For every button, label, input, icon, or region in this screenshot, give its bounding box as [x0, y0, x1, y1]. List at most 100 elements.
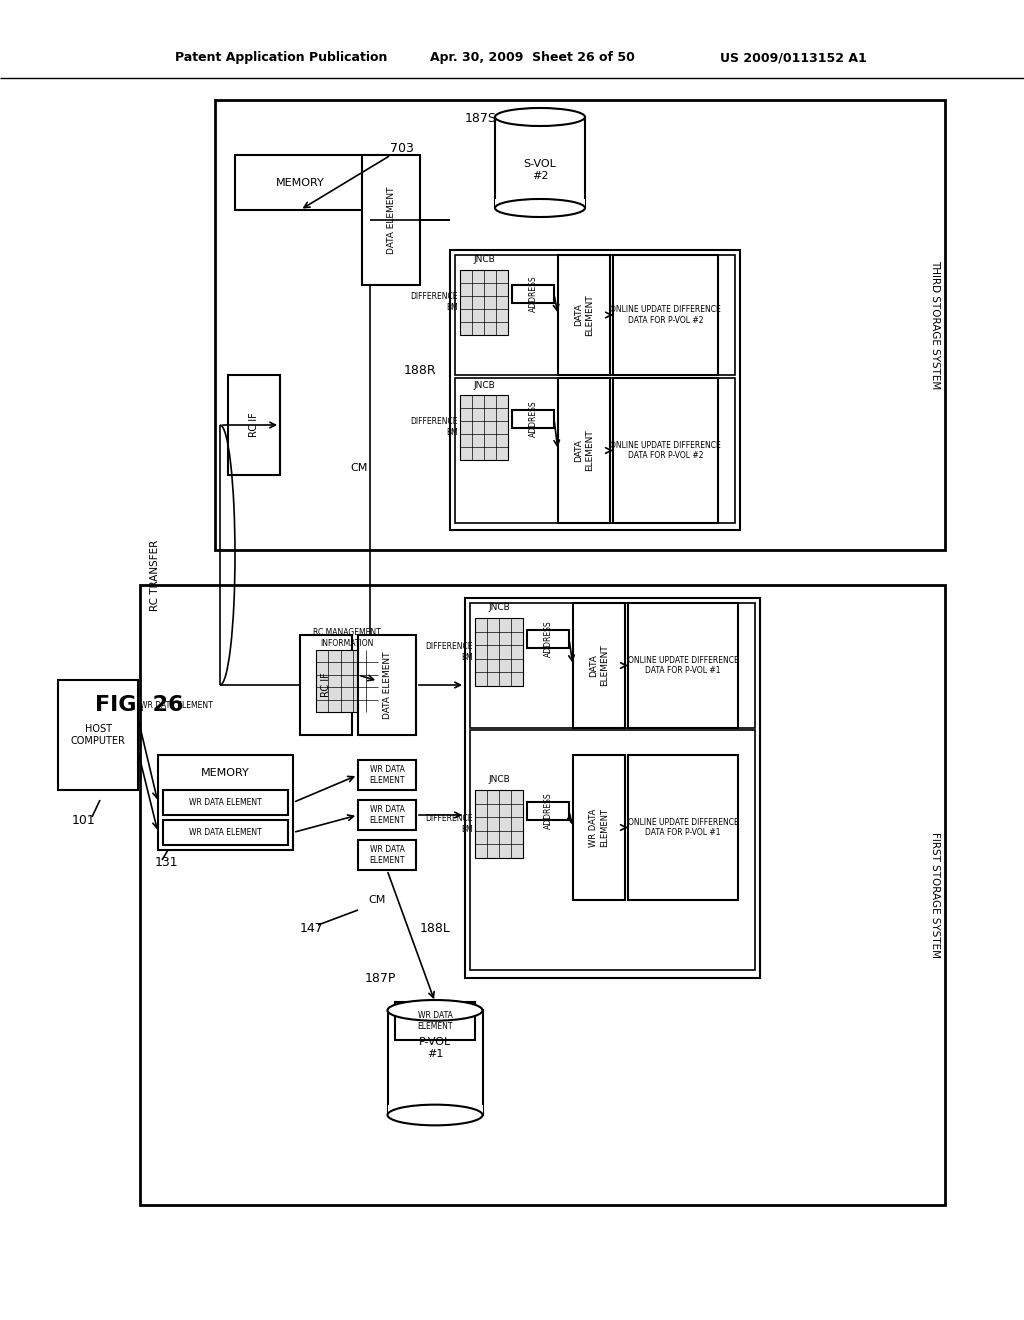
- Bar: [470, 730, 755, 970]
- Text: JNCB: JNCB: [488, 603, 510, 612]
- Bar: [460, 271, 508, 335]
- Bar: [215, 100, 945, 550]
- Bar: [628, 755, 738, 900]
- Bar: [558, 255, 610, 375]
- Text: WR DATA
ELEMENT: WR DATA ELEMENT: [370, 766, 404, 784]
- Text: ADDRESS: ADDRESS: [528, 401, 538, 437]
- Bar: [358, 635, 416, 735]
- Text: FIG. 26: FIG. 26: [95, 696, 183, 715]
- Ellipse shape: [495, 108, 585, 125]
- Bar: [512, 285, 554, 304]
- Bar: [512, 411, 554, 428]
- Text: 188R: 188R: [404, 363, 436, 376]
- Bar: [358, 760, 416, 789]
- Bar: [358, 840, 416, 870]
- Text: DATA ELEMENT: DATA ELEMENT: [383, 651, 391, 719]
- Text: WR DATA
ELEMENT: WR DATA ELEMENT: [417, 1011, 453, 1031]
- Text: RC IF: RC IF: [321, 673, 331, 697]
- Text: DIFFERENCE
BM: DIFFERENCE BM: [411, 417, 458, 437]
- Bar: [475, 618, 523, 686]
- Text: FIRST STORAGE SYSTEM: FIRST STORAGE SYSTEM: [930, 832, 940, 958]
- Bar: [628, 603, 738, 729]
- Bar: [495, 199, 585, 209]
- Text: DIFFERENCE
BM: DIFFERENCE BM: [426, 814, 473, 834]
- Text: RC TRANSFER: RC TRANSFER: [150, 540, 160, 611]
- Bar: [527, 803, 569, 820]
- Bar: [573, 603, 625, 729]
- Text: 187P: 187P: [365, 972, 396, 985]
- Bar: [455, 255, 735, 375]
- Text: JNCB: JNCB: [488, 776, 510, 784]
- Text: DATA
ELEMENT: DATA ELEMENT: [574, 294, 594, 335]
- Bar: [362, 154, 420, 285]
- Bar: [573, 755, 625, 900]
- Text: RC IF: RC IF: [249, 413, 259, 437]
- Text: ADDRESS: ADDRESS: [544, 620, 553, 657]
- Text: 188L: 188L: [420, 921, 451, 935]
- Bar: [58, 680, 138, 789]
- Text: 131: 131: [155, 857, 178, 870]
- Text: Patent Application Publication: Patent Application Publication: [175, 51, 387, 65]
- Text: ONLINE UPDATE DIFFERENCE
DATA FOR P-VOL #2: ONLINE UPDATE DIFFERENCE DATA FOR P-VOL …: [610, 305, 721, 325]
- Bar: [475, 789, 523, 858]
- Text: THIRD STORAGE SYSTEM: THIRD STORAGE SYSTEM: [930, 260, 940, 389]
- Text: DIFFERENCE
BM: DIFFERENCE BM: [426, 643, 473, 661]
- Bar: [158, 755, 293, 850]
- Bar: [387, 1105, 482, 1115]
- Text: CM: CM: [368, 895, 385, 906]
- Text: 147: 147: [300, 921, 324, 935]
- Bar: [613, 378, 718, 523]
- Text: WR DATA ELEMENT: WR DATA ELEMENT: [189, 799, 262, 807]
- Text: US 2009/0113152 A1: US 2009/0113152 A1: [720, 51, 866, 65]
- Text: ONLINE UPDATE DIFFERENCE
DATA FOR P-VOL #1: ONLINE UPDATE DIFFERENCE DATA FOR P-VOL …: [628, 818, 738, 837]
- Bar: [527, 630, 569, 648]
- Text: ONLINE UPDATE DIFFERENCE
DATA FOR P-VOL #1: ONLINE UPDATE DIFFERENCE DATA FOR P-VOL …: [628, 656, 738, 676]
- Bar: [234, 154, 365, 210]
- Text: DATA
ELEMENT: DATA ELEMENT: [589, 644, 608, 686]
- Text: ONLINE UPDATE DIFFERENCE
DATA FOR P-VOL #2: ONLINE UPDATE DIFFERENCE DATA FOR P-VOL …: [610, 441, 721, 461]
- Bar: [316, 649, 378, 711]
- Text: WR DATA ELEMENT: WR DATA ELEMENT: [189, 828, 262, 837]
- Text: WR DATA
ELEMENT: WR DATA ELEMENT: [370, 805, 404, 825]
- Text: 101: 101: [72, 813, 96, 826]
- Bar: [387, 1010, 482, 1115]
- Text: DIFFERENCE
BM: DIFFERENCE BM: [411, 292, 458, 312]
- Text: 187S: 187S: [465, 111, 497, 124]
- Text: MEMORY: MEMORY: [201, 768, 250, 777]
- Ellipse shape: [387, 1001, 482, 1020]
- Bar: [450, 249, 740, 531]
- Bar: [455, 378, 735, 523]
- Text: WR DATA ELEMENT: WR DATA ELEMENT: [140, 701, 213, 710]
- Bar: [495, 117, 585, 209]
- Text: P-VOL
#1: P-VOL #1: [419, 1038, 452, 1059]
- Text: ADDRESS: ADDRESS: [528, 276, 538, 313]
- Text: DATA
ELEMENT: DATA ELEMENT: [574, 429, 594, 471]
- Text: CM: CM: [350, 463, 368, 473]
- Text: WR DATA
ELEMENT: WR DATA ELEMENT: [370, 845, 404, 865]
- Bar: [558, 378, 610, 523]
- Text: RC MANAGEMENT
INFORMATION: RC MANAGEMENT INFORMATION: [313, 628, 381, 648]
- Bar: [140, 585, 945, 1205]
- Bar: [358, 800, 416, 830]
- Text: JNCB: JNCB: [473, 256, 495, 264]
- Text: WR DATA
ELEMENT: WR DATA ELEMENT: [589, 808, 608, 847]
- Text: 703: 703: [390, 141, 414, 154]
- Bar: [460, 395, 508, 459]
- Bar: [228, 375, 280, 475]
- Text: DATA ELEMENT: DATA ELEMENT: [386, 186, 395, 253]
- Bar: [470, 603, 755, 729]
- Bar: [163, 789, 288, 814]
- Bar: [300, 635, 352, 735]
- Text: ADDRESS: ADDRESS: [544, 793, 553, 829]
- Bar: [395, 1002, 475, 1040]
- Ellipse shape: [387, 1105, 482, 1126]
- Bar: [465, 598, 760, 978]
- Text: S-VOL
#2: S-VOL #2: [523, 160, 556, 181]
- Text: Apr. 30, 2009  Sheet 26 of 50: Apr. 30, 2009 Sheet 26 of 50: [430, 51, 635, 65]
- Text: JNCB: JNCB: [473, 380, 495, 389]
- Bar: [163, 820, 288, 845]
- Text: HOST
COMPUTER: HOST COMPUTER: [71, 725, 125, 746]
- Ellipse shape: [495, 199, 585, 216]
- Bar: [613, 255, 718, 375]
- Text: MEMORY: MEMORY: [275, 177, 325, 187]
